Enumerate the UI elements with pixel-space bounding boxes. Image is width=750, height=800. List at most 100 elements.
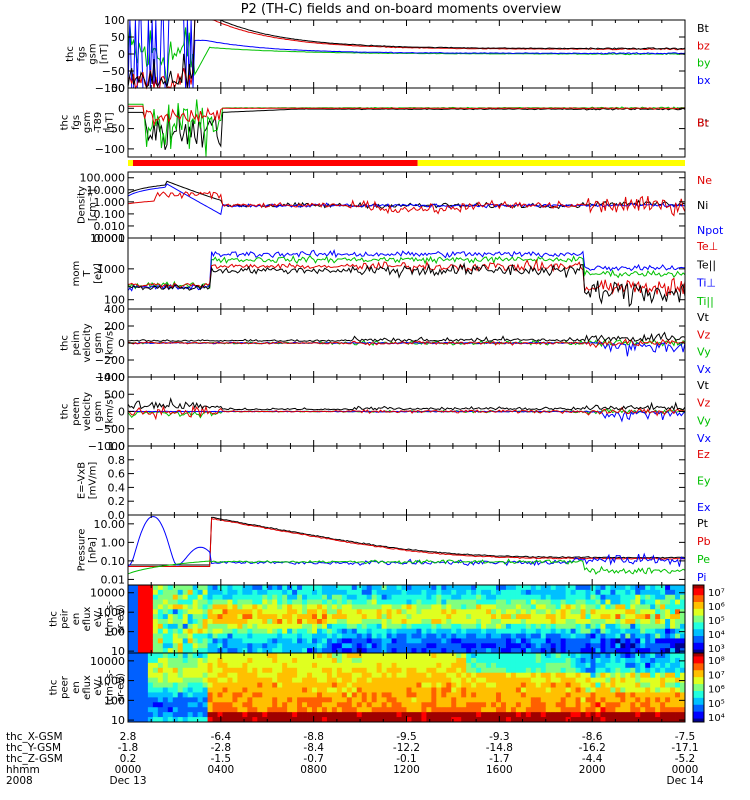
heatmap-cell [560, 638, 567, 644]
heatmap-cell [406, 657, 412, 664]
legend-item: Vx [697, 363, 712, 376]
heatmap-cell [316, 585, 323, 591]
heatmap-cell [132, 702, 139, 708]
heatmap-cell [172, 692, 179, 698]
heatmap-cell [520, 643, 527, 649]
heatmap-cell [431, 677, 437, 683]
heatmap-cell [436, 619, 442, 625]
heatmap-cell [316, 692, 323, 698]
heatmap-cell [391, 682, 397, 688]
heatmap-cell [222, 623, 228, 630]
heatmap-cell [510, 653, 517, 659]
heatmap-cell [292, 707, 298, 713]
heatmap-cell [660, 697, 666, 703]
heatmap-cell [217, 633, 223, 639]
heatmap-cell [620, 717, 626, 723]
heatmap-cell [620, 702, 626, 708]
heatmap-cell [471, 623, 477, 630]
heatmap-cell [336, 594, 343, 600]
heatmap-cell [137, 648, 144, 654]
heatmap-cell [187, 623, 194, 630]
heatmap-cell [277, 648, 283, 654]
heatmap-cell [356, 682, 363, 688]
heatmap-cell [396, 648, 402, 654]
heatmap-cell [137, 623, 144, 630]
heatmap-cell [277, 687, 283, 693]
heatmap-cell [545, 672, 552, 679]
heatmap-cell [232, 643, 238, 649]
heatmap-cell [212, 712, 218, 718]
heatmap-cell [371, 662, 378, 669]
colorbar-step [693, 596, 704, 600]
heatmap-cell [675, 633, 681, 639]
heatmap-cell [172, 653, 179, 659]
heatmap-cell [650, 662, 656, 669]
heatmap-cell [406, 589, 412, 596]
heatmap-cell [615, 672, 621, 679]
heatmap-cell [351, 653, 358, 659]
heatmap-cell [222, 585, 228, 591]
heatmap-cell [257, 707, 263, 713]
heatmap-cell [620, 692, 626, 698]
heatmap-cell [197, 589, 203, 596]
heatmap-cell [152, 594, 159, 600]
heatmap-cell [192, 589, 199, 596]
heatmap-cell [302, 643, 308, 649]
heatmap-cell [401, 653, 407, 659]
heatmap-cell [426, 619, 432, 625]
ylabel-peir-2: en [71, 613, 82, 626]
heatmap-cell [302, 604, 308, 610]
heatmap-cell [182, 702, 189, 708]
heatmap-cell [625, 594, 631, 600]
heatmap-cell [406, 692, 412, 698]
heatmap-cell [128, 662, 134, 669]
heatmap-cell [182, 657, 189, 664]
heatmap-cell [142, 697, 149, 703]
position-value: 0000 [115, 764, 142, 776]
heatmap-cell [446, 667, 452, 674]
heatmap-cell [356, 614, 363, 620]
colorbar-step [693, 708, 704, 711]
colorbar-label: 10³ [708, 644, 725, 655]
heatmap-cell [167, 677, 174, 683]
heatmap-cell [535, 623, 542, 630]
heatmap-cell [316, 687, 323, 693]
heatmap-cell [540, 667, 547, 674]
heatmap-cell [187, 667, 194, 674]
heatmap-cell [520, 702, 527, 708]
heatmap-cell [461, 643, 467, 649]
heatmap-cell [227, 707, 233, 713]
heatmap-cell [187, 604, 194, 610]
heatmap-cell [132, 657, 139, 664]
heatmap-cell [620, 585, 626, 591]
heatmap-cell [491, 657, 497, 664]
heatmap-cell [540, 662, 547, 669]
heatmap-cell [232, 702, 238, 708]
heatmap-cell [252, 662, 258, 669]
legend-item: Pe [697, 553, 710, 566]
ytick-label: 100.000 [80, 172, 126, 185]
heatmap-cell [182, 614, 189, 620]
heatmap-cell [471, 653, 477, 659]
mode-bar-slow [128, 160, 418, 166]
heatmap-cell [277, 702, 283, 708]
heatmap-cell [471, 643, 477, 649]
heatmap-cell [386, 692, 392, 698]
heatmap-cell [366, 707, 373, 713]
heatmap-cell [242, 657, 248, 664]
heatmap-cell [147, 589, 154, 596]
heatmap-cell [302, 599, 308, 605]
heatmap-cell [292, 585, 298, 591]
colorbar-step [693, 706, 704, 709]
heatmap-cell [371, 594, 378, 600]
heatmap-cell [396, 702, 402, 708]
heatmap-cell [267, 667, 273, 674]
heatmap-cell [222, 677, 228, 683]
heatmap-cell [530, 585, 537, 591]
ytick-label: 50 [111, 31, 125, 44]
heatmap-cell [520, 585, 527, 591]
heatmap-cell [132, 648, 139, 654]
heatmap-cell [177, 687, 184, 693]
heatmap-cell [535, 687, 542, 693]
heatmap-cell [491, 609, 497, 615]
